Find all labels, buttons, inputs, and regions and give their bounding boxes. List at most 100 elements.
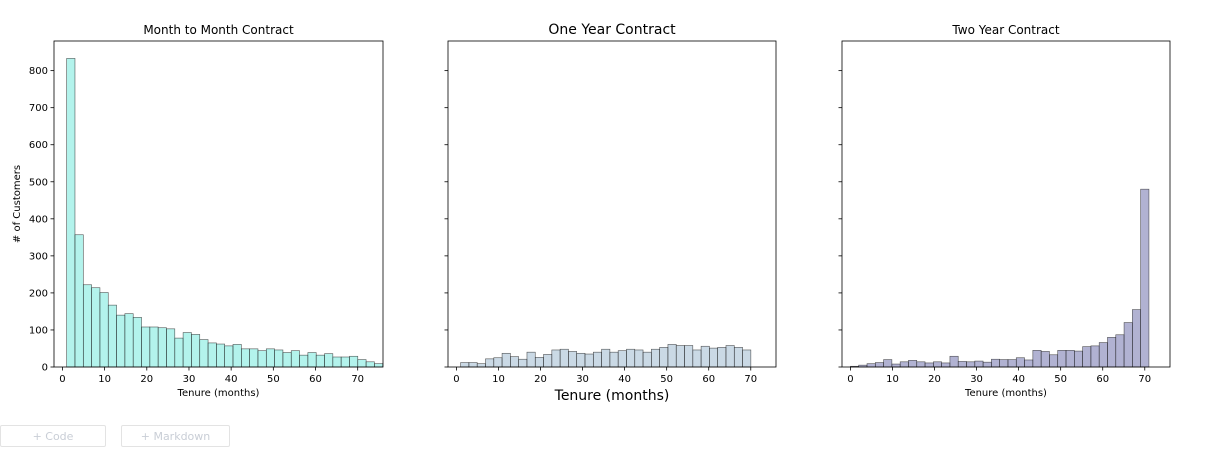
histogram-bar xyxy=(207,342,217,368)
histogram-bar xyxy=(232,344,242,368)
histogram-bar xyxy=(941,362,951,368)
histogram-bar xyxy=(576,352,586,368)
histogram-bar xyxy=(1049,354,1059,368)
axes-frame xyxy=(53,40,384,368)
histogram-bar xyxy=(485,358,495,368)
histogram-bar xyxy=(1057,350,1067,368)
y-tick-label: 600 xyxy=(29,140,48,151)
histogram-bar xyxy=(700,345,710,368)
histogram-bar xyxy=(174,337,184,368)
histogram-bar xyxy=(501,352,511,368)
histogram-bar xyxy=(99,292,109,368)
histogram-bar xyxy=(518,358,528,368)
histogram-bar xyxy=(584,353,594,368)
histogram-bar xyxy=(1132,309,1141,368)
y-tick-label: 100 xyxy=(29,325,48,336)
histogram-bar xyxy=(725,345,735,368)
histogram-bar xyxy=(866,363,876,368)
histogram-bar xyxy=(1107,337,1117,368)
histogram-bar xyxy=(601,348,611,368)
histogram-bar xyxy=(924,362,934,368)
x-tick-label: 40 xyxy=(1012,374,1025,385)
x-tick-label: 70 xyxy=(351,374,364,385)
histogram-bar xyxy=(182,332,192,368)
histogram-bar xyxy=(340,356,350,368)
histogram-bar xyxy=(559,348,569,368)
histogram-bar xyxy=(299,354,309,368)
histogram-bar xyxy=(949,355,959,368)
x-tick-label: 50 xyxy=(660,374,673,385)
histogram-bar xyxy=(634,349,644,368)
histogram-bar xyxy=(274,349,284,368)
x-axis-label: Tenure (months) xyxy=(177,388,260,399)
histogram-bar xyxy=(974,360,984,368)
histogram-bar xyxy=(357,359,367,368)
x-axis-label: Tenure (months) xyxy=(554,388,670,404)
y-tick-label: 200 xyxy=(29,288,48,299)
x-tick-label: 70 xyxy=(744,374,757,385)
x-tick-label: 0 xyxy=(453,374,459,385)
histogram-bar xyxy=(199,339,209,368)
axes-frame xyxy=(447,40,777,368)
x-tick-label: 60 xyxy=(1096,374,1109,385)
add-code-cell-button[interactable]: + Code xyxy=(0,425,106,447)
histogram-bar xyxy=(141,326,151,368)
histogram-bar xyxy=(1098,342,1108,368)
histogram-bar xyxy=(1074,350,1083,368)
histogram-bar xyxy=(132,317,142,368)
histogram-bar xyxy=(349,355,359,368)
x-tick-label: 30 xyxy=(576,374,589,385)
histogram-bar xyxy=(966,361,976,368)
histogram-bar xyxy=(191,334,201,368)
histogram-bar xyxy=(609,351,619,368)
x-tick-label: 40 xyxy=(225,374,238,385)
chart-panel-1: 0 10 20 30 40 50 60 700100200300400500600700800… xyxy=(12,23,384,399)
histogram-bar xyxy=(1123,322,1133,368)
histogram-bar xyxy=(957,361,967,368)
histogram-bar xyxy=(224,345,234,368)
histogram-bar xyxy=(675,345,685,368)
histogram-bar xyxy=(534,357,544,368)
add-markdown-cell-button[interactable]: + Markdown xyxy=(121,425,230,447)
axes-frame xyxy=(841,40,1171,368)
histogram-bar xyxy=(241,348,250,368)
histogram-bar xyxy=(592,351,602,368)
histogram-bar xyxy=(742,349,752,368)
histogram-bar xyxy=(933,361,942,368)
histogram-bar xyxy=(642,351,652,368)
histogram-bar xyxy=(891,363,901,368)
histogram-bar xyxy=(460,362,470,368)
histogram-bar xyxy=(74,234,84,368)
histogram-bar xyxy=(257,350,267,368)
x-tick-label: 20 xyxy=(928,374,941,385)
histogram-bar xyxy=(709,347,718,368)
x-axis-label: Tenure (months) xyxy=(964,388,1047,399)
x-tick-label: 30 xyxy=(970,374,983,385)
histogram-bar xyxy=(1090,345,1100,368)
histogram-bar xyxy=(982,361,992,368)
histogram-bar xyxy=(1015,357,1025,368)
histogram-bar xyxy=(216,343,225,368)
histogram-bar xyxy=(315,354,325,368)
histogram-bar xyxy=(568,351,578,368)
histogram-bar xyxy=(999,359,1009,368)
histogram-bar xyxy=(733,347,743,368)
chart-panel-3: 0 10 20 30 40 50 60 70 Two Year Contract Tenure (… xyxy=(838,23,1171,399)
histogram-bar xyxy=(324,353,334,368)
histogram-bar xyxy=(659,347,669,368)
y-tick-label: 500 xyxy=(29,177,48,188)
y-axis-label: # of Customers xyxy=(12,165,23,243)
histogram-bar xyxy=(66,58,76,368)
histogram-bar xyxy=(157,327,167,368)
x-tick-label: 10 xyxy=(492,374,505,385)
histogram-bar xyxy=(1032,350,1042,368)
histogram-bar xyxy=(883,359,893,368)
histogram-bar xyxy=(91,287,101,368)
histogram-bar xyxy=(1082,346,1092,368)
x-tick-label: 20 xyxy=(534,374,547,385)
histogram-bar xyxy=(290,350,300,368)
histogram-bar xyxy=(991,358,1000,368)
x-tick-label: 10 xyxy=(886,374,899,385)
histogram-bar xyxy=(916,361,926,368)
